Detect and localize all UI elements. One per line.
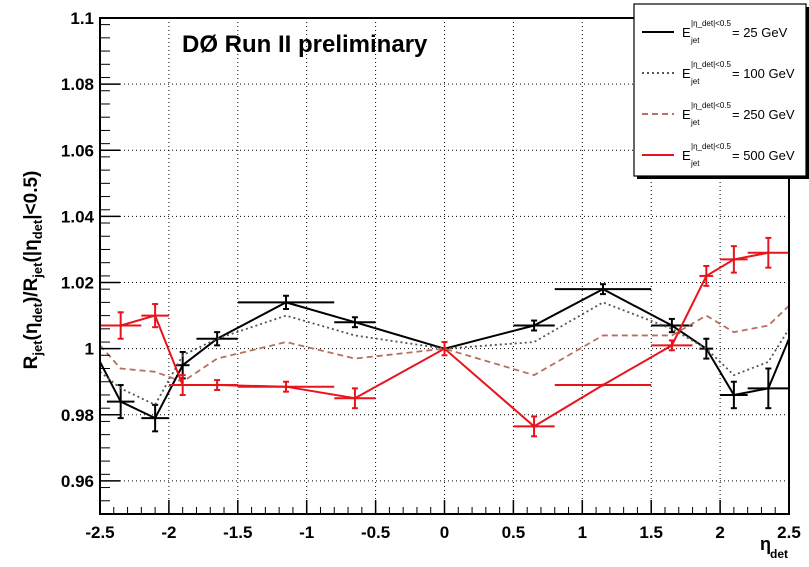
data-point bbox=[153, 314, 157, 318]
data-point bbox=[119, 324, 123, 328]
series-3 bbox=[100, 236, 789, 438]
legend-label-value: = 500 GeV bbox=[732, 148, 795, 163]
x-tick-label: 2.5 bbox=[777, 523, 801, 542]
legend-label-sup: |η_det|<0.5 bbox=[691, 101, 732, 110]
x-tick-label: -1 bbox=[299, 523, 314, 542]
y-tick-label: 1.1 bbox=[70, 9, 94, 28]
x-tick-label: 0.5 bbox=[502, 523, 526, 542]
data-point bbox=[704, 274, 708, 278]
x-tick-label: -2 bbox=[161, 523, 176, 542]
data-point bbox=[601, 287, 605, 291]
chart-title: DØ Run II preliminary bbox=[182, 31, 428, 58]
data-point bbox=[284, 385, 288, 389]
x-tick-label: -1.5 bbox=[223, 523, 252, 542]
data-point bbox=[601, 383, 605, 387]
data-point bbox=[766, 251, 770, 255]
x-tick-label: 1 bbox=[578, 523, 587, 542]
data-point bbox=[443, 347, 446, 351]
legend-label-value: = 100 GeV bbox=[732, 66, 795, 81]
x-tick-label: 2 bbox=[715, 523, 724, 542]
series-line bbox=[100, 251, 769, 428]
y-axis-label: Rjet(ηdet)/Rjet(|ηdet|<0.5) bbox=[21, 171, 45, 370]
y-tick-label: 1.08 bbox=[61, 75, 94, 94]
legend-label-sup: |η_det|<0.5 bbox=[691, 142, 732, 151]
legend-label-sub: jet bbox=[690, 36, 700, 45]
y-tick-label: 1.02 bbox=[61, 274, 94, 293]
data-point bbox=[119, 400, 123, 404]
x-axis-title: η bbox=[760, 534, 771, 554]
y-tick-label: 0.96 bbox=[61, 472, 94, 491]
y-axis-title: Rjet(ηdet)/Rjet(|ηdet|<0.5) bbox=[21, 171, 45, 370]
axis-ticks: -2.5 -2 -1.5 -1 -0.5 0 0.5 1 1.5 2 2.5 0.96 0.98 1 1.0… bbox=[61, 9, 801, 542]
series-layer bbox=[99, 236, 790, 438]
y-tick-label: 1 bbox=[85, 340, 94, 359]
legend-label-value: = 250 GeV bbox=[732, 107, 795, 122]
x-tick-label: 0 bbox=[440, 523, 449, 542]
legend-label-base: E bbox=[682, 66, 691, 81]
legend-label-base: E bbox=[682, 25, 691, 40]
data-point bbox=[153, 416, 157, 420]
legend-label-sub: jet bbox=[690, 77, 700, 86]
x-tick-label: 1.5 bbox=[639, 523, 663, 542]
legend-label-base: E bbox=[682, 148, 691, 163]
y-tick-label: 1.04 bbox=[61, 207, 95, 226]
legend-label-value: = 25 GeV bbox=[732, 25, 788, 40]
data-point bbox=[215, 383, 219, 387]
data-point bbox=[181, 383, 185, 387]
data-point bbox=[670, 343, 674, 347]
x-axis-label: η det bbox=[760, 534, 788, 561]
legend-label-sub: jet bbox=[690, 118, 700, 127]
x-axis-title-sub: det bbox=[770, 547, 788, 561]
data-point bbox=[353, 396, 357, 400]
y-tick-label: 1.06 bbox=[61, 141, 94, 160]
y-tick-label: 0.98 bbox=[61, 406, 94, 425]
legend-label-sup: |η_det|<0.5 bbox=[691, 60, 732, 69]
data-point bbox=[532, 424, 536, 428]
data-point bbox=[732, 393, 736, 397]
legend-label-base: E bbox=[682, 107, 691, 122]
x-tick-label: -2.5 bbox=[85, 523, 114, 542]
legend-label-sup: |η_det|<0.5 bbox=[691, 19, 732, 28]
data-point bbox=[532, 324, 536, 328]
data-point bbox=[732, 257, 736, 261]
series-line bbox=[99, 305, 790, 383]
data-point bbox=[670, 324, 674, 328]
data-point bbox=[181, 363, 185, 367]
series-2 bbox=[99, 305, 790, 383]
legend-label-sub: jet bbox=[690, 159, 700, 168]
data-point bbox=[766, 386, 770, 390]
data-point bbox=[353, 320, 357, 324]
data-point bbox=[284, 300, 288, 304]
x-tick-label: -0.5 bbox=[361, 523, 390, 542]
